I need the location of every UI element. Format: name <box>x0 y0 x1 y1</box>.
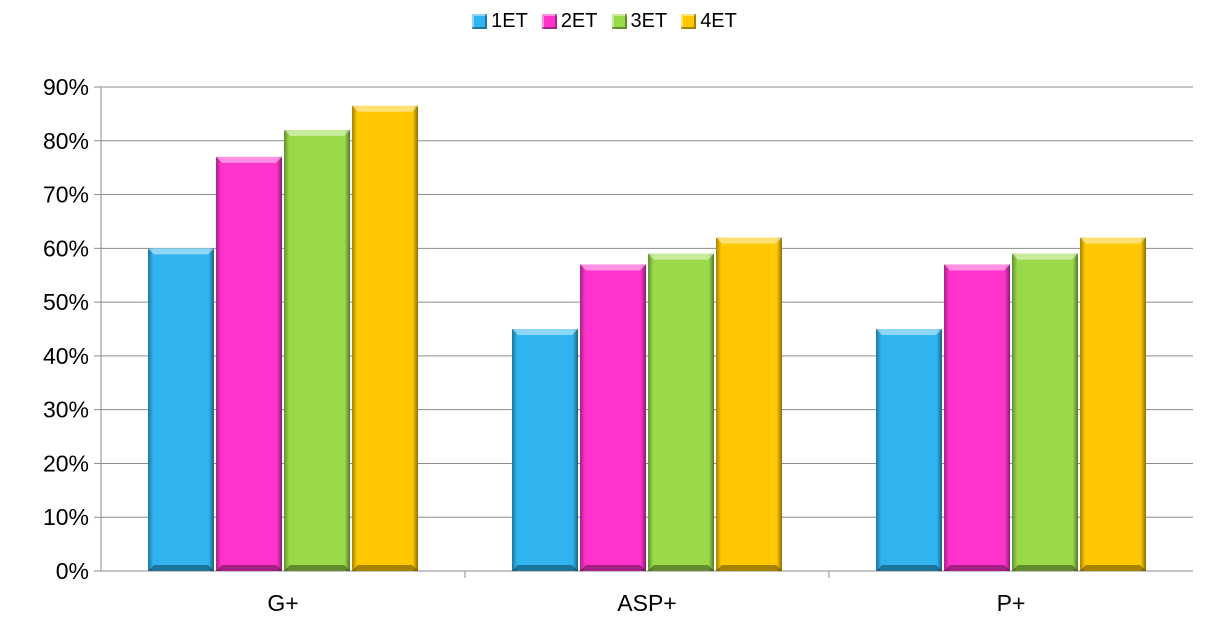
y-tick-label: 70% <box>43 182 89 208</box>
bar-shade <box>876 329 942 571</box>
bar-top-bevel <box>944 264 1010 271</box>
bar-bottom-bevel <box>284 565 350 571</box>
y-tick-label: 30% <box>43 397 89 423</box>
y-tick-label: 60% <box>43 235 89 261</box>
bar-shade <box>216 156 282 571</box>
x-category-label: P+ <box>997 590 1026 616</box>
bar-top-bevel <box>648 253 714 260</box>
legend-item: 2ET <box>541 10 598 33</box>
bar-top-bevel <box>1080 237 1146 244</box>
x-category-label: ASP+ <box>617 590 676 616</box>
bar-bottom-bevel <box>944 565 1010 571</box>
bar-shade <box>284 130 350 571</box>
bar-bottom-bevel <box>216 565 282 571</box>
legend-swatch <box>681 14 697 29</box>
y-tick-label: 80% <box>43 128 89 154</box>
x-category-label: G+ <box>267 590 298 616</box>
legend-label: 1ET <box>491 10 528 32</box>
bar-top-bevel <box>876 329 942 335</box>
bar-top-bevel <box>716 237 782 244</box>
bar-bottom-bevel <box>876 565 942 571</box>
chart-legend: 1ET 2ET 3ET 4ET <box>0 10 1209 33</box>
bar-shade <box>944 264 1010 571</box>
bar-shade <box>512 329 578 571</box>
bar-shade <box>148 248 214 572</box>
legend-swatch <box>472 14 488 29</box>
bar-bottom-bevel <box>580 565 646 571</box>
legend-swatch <box>611 14 627 29</box>
y-tick-label: 0% <box>56 558 89 584</box>
y-tick-label: 90% <box>43 74 89 100</box>
y-tick-label: 40% <box>43 343 89 369</box>
bar-bottom-bevel <box>648 565 714 571</box>
bar-top-bevel <box>352 105 418 112</box>
bar-top-bevel <box>512 329 578 335</box>
bar-bottom-bevel <box>148 565 214 571</box>
legend-item: 1ET <box>472 10 528 33</box>
legend-item: 4ET <box>681 10 737 33</box>
y-tick-label: 50% <box>43 289 89 315</box>
legend-item: 3ET <box>611 10 668 33</box>
bar-top-bevel <box>148 248 214 255</box>
legend-swatch <box>541 14 557 29</box>
y-tick-label: 10% <box>43 504 89 530</box>
bar-bottom-bevel <box>512 565 578 571</box>
bar-bottom-bevel <box>716 565 782 571</box>
y-tick-label: 20% <box>43 450 89 476</box>
bar-shade <box>1080 237 1146 572</box>
bar-bottom-bevel <box>1012 565 1078 571</box>
bar-shade <box>1012 253 1078 571</box>
bar-shade <box>352 105 418 572</box>
bar-bottom-bevel <box>1080 565 1146 571</box>
bar-top-bevel <box>1012 253 1078 260</box>
bar-top-bevel <box>580 264 646 271</box>
bar-bottom-bevel <box>352 565 418 571</box>
legend-label: 3ET <box>630 10 668 32</box>
bar-shade <box>580 264 646 571</box>
legend-label: 2ET <box>560 10 598 32</box>
bar-shade <box>648 253 714 571</box>
legend-label: 4ET <box>700 10 737 32</box>
bar-top-bevel <box>216 156 282 163</box>
bar-shade <box>716 237 782 572</box>
bar-top-bevel <box>284 130 350 137</box>
